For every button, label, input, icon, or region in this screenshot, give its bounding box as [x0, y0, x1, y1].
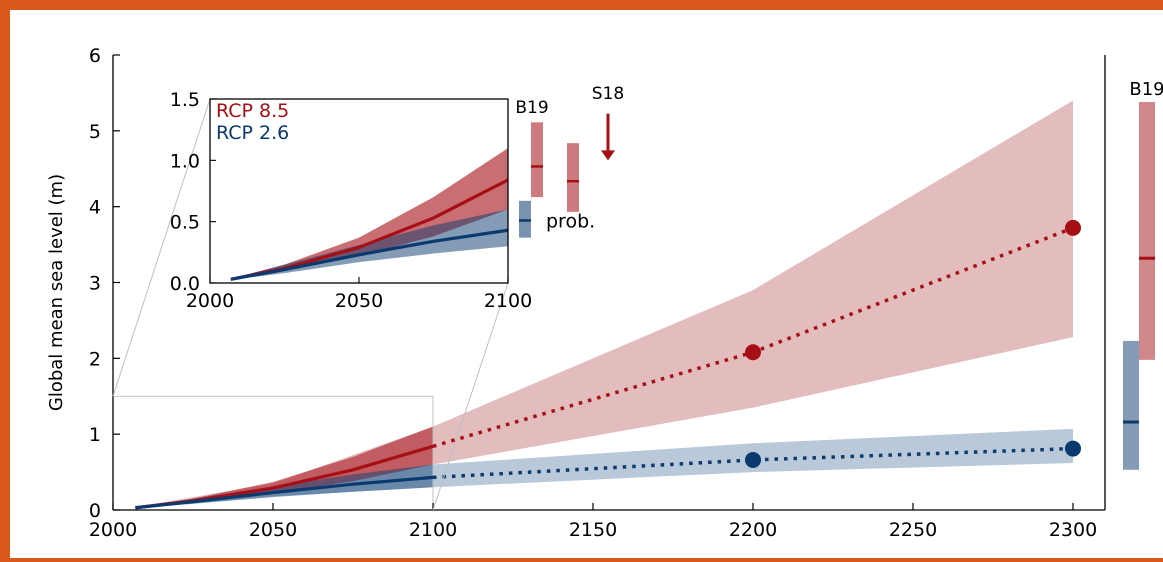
y-tick-label: 4	[89, 197, 101, 219]
inset-x-tick-label: 2000	[186, 290, 234, 312]
inset-y-tick-label: 1.0	[170, 150, 200, 172]
rcp26-marker	[1065, 440, 1081, 457]
inset-s18-label: S18	[592, 84, 624, 104]
figure-frame: B19 2000 2050 2100 2150 2200 2250 2300 0 1 2 3 4 5 6 Gl…	[10, 10, 1163, 558]
inset-prob-label: prob.	[546, 210, 595, 232]
sea-level-chart: B19 2000 2050 2100 2150 2200 2250 2300 0 1 2 3 4 5 6 Gl…	[46, 45, 1163, 541]
x-tick-label: 2200	[729, 519, 777, 541]
inset-connector-line	[432, 282, 509, 511]
inset-y-tick-label: 1.5	[170, 89, 200, 111]
rcp85-near-term-band	[135, 426, 433, 509]
rcp26-inset-line	[230, 228, 509, 281]
x-tick-label: 2100	[409, 519, 457, 541]
inset-y-tick-label: 0.0	[170, 273, 200, 295]
y-tick-label: 6	[89, 45, 101, 67]
rcp85-uncertainty-band	[135, 100, 1073, 509]
inset-b19-range-bar	[531, 122, 543, 198]
y-axis-label: Global mean sea level (m)	[46, 174, 67, 411]
rcp85-marker	[745, 344, 761, 361]
y-tick-label: 3	[89, 273, 101, 295]
inset-x-tick-label: 2050	[335, 290, 383, 312]
inset-b19-label: B19	[515, 98, 548, 118]
rcp26-dotted-line	[432, 446, 1074, 480]
rcp26-solid-line	[135, 475, 434, 510]
x-tick-label: 2000	[89, 519, 137, 541]
y-tick-label: 0	[89, 500, 101, 522]
inset-connector-line	[112, 98, 211, 397]
x-tick-label: 2150	[569, 519, 617, 541]
s18-arrow-head	[601, 150, 615, 161]
rcp26-marker	[745, 451, 761, 468]
legend-rcp26: RCP 2.6	[216, 122, 289, 144]
y-tick-label: 1	[89, 424, 101, 446]
y-tick-label: 2	[89, 348, 101, 370]
rcp85-b19-range-bar	[1139, 102, 1155, 360]
x-tick-label: 2250	[889, 519, 937, 541]
rcp26-b19-range-bar	[1123, 340, 1139, 470]
x-tick-label: 2050	[249, 519, 297, 541]
inset-second-range-bar	[567, 143, 579, 212]
rcp85-marker	[1065, 219, 1081, 236]
rcp85-inset-band	[230, 148, 509, 280]
y-tick-label: 5	[89, 121, 101, 143]
legend-rcp85: RCP 8.5	[216, 100, 289, 122]
x-tick-label: 2300	[1049, 519, 1097, 541]
b19-label: B19	[1129, 79, 1163, 100]
inset-y-tick-label: 0.5	[170, 212, 200, 234]
inset-x-tick-label: 2100	[484, 290, 532, 312]
